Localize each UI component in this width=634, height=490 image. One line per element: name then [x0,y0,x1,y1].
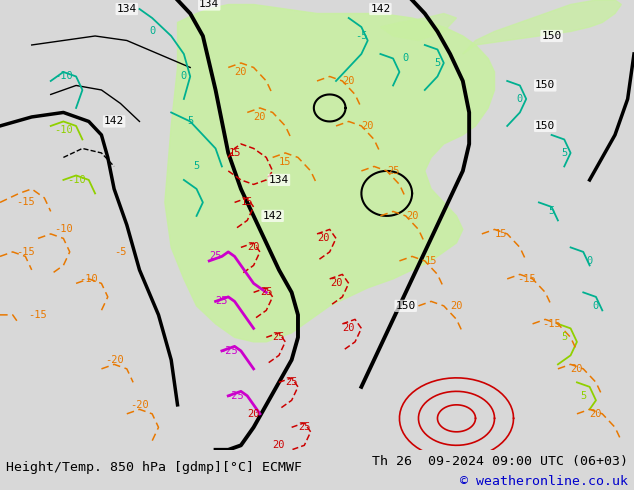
Text: -15: -15 [542,319,561,329]
Text: 15: 15 [425,256,437,266]
Text: 5: 5 [580,391,586,401]
Text: 20: 20 [273,441,285,450]
Text: 142: 142 [370,4,391,14]
Text: Th 26  09-2024 09:00 UTC (06+03): Th 26 09-2024 09:00 UTC (06+03) [372,455,628,467]
Text: -10: -10 [79,274,98,284]
Text: 142: 142 [104,117,124,126]
Polygon shape [380,14,456,41]
Text: 20: 20 [342,323,355,333]
Text: 142: 142 [262,211,283,221]
Text: 20: 20 [361,121,374,131]
Text: 0: 0 [593,301,599,311]
Text: -5: -5 [355,31,368,41]
Text: © weatheronline.co.uk: © weatheronline.co.uk [460,475,628,488]
Text: 134: 134 [199,0,219,9]
Polygon shape [463,0,621,54]
Text: -5: -5 [114,247,127,257]
Text: -15: -15 [16,197,35,207]
Text: -10: -10 [54,224,73,234]
Text: 20: 20 [450,301,463,311]
Text: 20: 20 [342,76,355,86]
Text: 0: 0 [517,94,523,104]
Text: 0: 0 [403,53,409,64]
Text: -10: -10 [54,72,73,81]
Text: 150: 150 [535,80,555,91]
Text: 5: 5 [561,332,567,343]
Polygon shape [165,4,495,342]
Text: 20: 20 [235,67,247,77]
Text: 20: 20 [330,278,342,289]
Text: 5: 5 [193,161,200,172]
Text: 0: 0 [586,256,593,266]
Text: -15: -15 [29,310,48,320]
Text: 150: 150 [396,301,416,311]
Text: -15: -15 [16,247,35,257]
Text: 5: 5 [561,148,567,158]
Text: 15: 15 [241,197,254,207]
Text: -20: -20 [105,355,124,365]
Text: 150: 150 [535,121,555,131]
Text: 25: 25 [387,166,399,176]
Text: 20: 20 [406,211,418,221]
Text: 20: 20 [247,243,260,252]
Text: 15: 15 [279,157,292,167]
Text: 25: 25 [285,377,298,388]
Text: 20: 20 [590,409,602,419]
Text: -10: -10 [54,125,73,135]
Text: 5: 5 [548,206,555,217]
Text: 20: 20 [317,233,330,244]
Text: -25: -25 [219,346,238,356]
Text: 134: 134 [269,175,289,185]
Text: 15: 15 [228,148,241,158]
Text: 20: 20 [254,112,266,122]
Text: 0: 0 [149,26,155,36]
Text: -15: -15 [517,274,536,284]
Text: 20: 20 [247,409,260,419]
Text: 25: 25 [209,251,222,261]
Text: 15: 15 [495,229,507,239]
Text: 25: 25 [298,422,311,432]
Text: Height/Temp. 850 hPa [gdmp][°C] ECMWF: Height/Temp. 850 hPa [gdmp][°C] ECMWF [6,462,302,474]
Text: 134: 134 [117,4,137,14]
Text: 5: 5 [187,117,193,126]
Text: 150: 150 [541,31,562,41]
Text: -20: -20 [130,400,149,410]
Text: -25: -25 [225,391,244,401]
Text: 0: 0 [181,72,187,81]
Text: 25: 25 [260,287,273,297]
Text: 25: 25 [273,332,285,343]
Text: 25: 25 [216,296,228,306]
Text: -10: -10 [67,175,86,185]
Text: 5: 5 [434,58,441,68]
Text: 20: 20 [571,364,583,374]
